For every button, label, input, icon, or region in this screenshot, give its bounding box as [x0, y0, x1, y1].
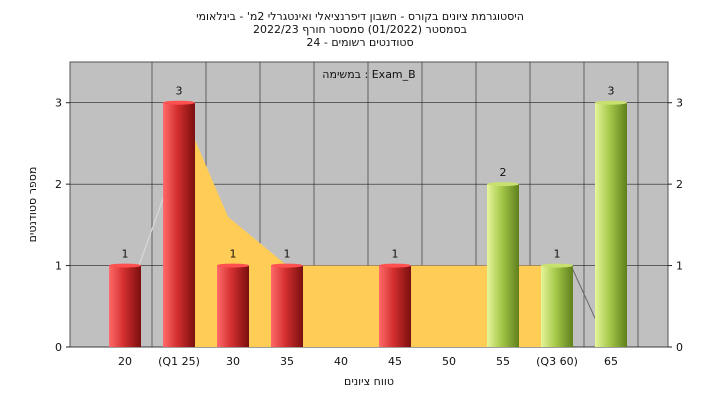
bar-cap	[271, 263, 303, 268]
bar	[595, 102, 627, 347]
x-tick-label: 45	[388, 355, 402, 368]
x-tick-label: 30	[226, 355, 240, 368]
bar	[541, 265, 573, 347]
x-tick-label: 35	[280, 355, 294, 368]
bar-cap	[379, 263, 411, 268]
bar-cap	[109, 263, 141, 268]
chart-title: היסטוגרמת ציונים בקורס - חשבון דיפרנציאל…	[196, 10, 524, 23]
bar-cap	[595, 100, 627, 105]
x-tick-label: 40	[334, 355, 348, 368]
y-tick-label-right: 1	[676, 260, 683, 273]
bar	[487, 184, 519, 347]
x-tick-label: 20	[118, 355, 132, 368]
data-label: 1	[122, 248, 129, 261]
bar	[271, 265, 303, 347]
bar-cap	[217, 263, 249, 268]
x-tick-label: (Q1 25)	[158, 355, 200, 368]
bar	[379, 265, 411, 347]
y-tick-label-left: 3	[55, 97, 62, 110]
y-axis-title: מספר סטודנטים	[26, 167, 39, 243]
x-tick-label: 55	[496, 355, 510, 368]
x-axis-title: טווח ציונים	[344, 375, 394, 388]
x-tick-label: (Q3 60)	[536, 355, 578, 368]
x-tick-label: 50	[442, 355, 456, 368]
y-tick-label-right: 3	[676, 97, 683, 110]
y-tick-label-left: 1	[55, 260, 62, 273]
y-tick-label-left: 2	[55, 178, 62, 191]
x-tick-label: 65	[604, 355, 618, 368]
chart-subtitle-students: סטודנטים רשומים - 24	[306, 36, 414, 49]
data-label: 3	[608, 85, 615, 98]
data-label: 1	[230, 248, 237, 261]
upper-whisker	[570, 265, 598, 323]
bar-cap	[541, 263, 573, 268]
bar-cap	[487, 182, 519, 187]
y-tick-label-left: 0	[55, 341, 62, 354]
data-label: 3	[176, 85, 183, 98]
data-label: 1	[284, 248, 291, 261]
y-tick-label-right: 0	[676, 341, 683, 354]
bar	[109, 265, 141, 347]
bar	[217, 265, 249, 347]
data-label: 2	[500, 166, 507, 179]
bar-cap	[163, 100, 195, 105]
data-label: 1	[554, 248, 561, 261]
y-tick-label-right: 2	[676, 178, 683, 191]
exam-annotation: במשימה : Exam_B	[322, 68, 415, 81]
bar	[163, 102, 195, 347]
chart-subtitle-semester: בסמסטר (01/2022) סמסטר חורף 2022/23	[253, 23, 467, 36]
data-label: 1	[392, 248, 399, 261]
